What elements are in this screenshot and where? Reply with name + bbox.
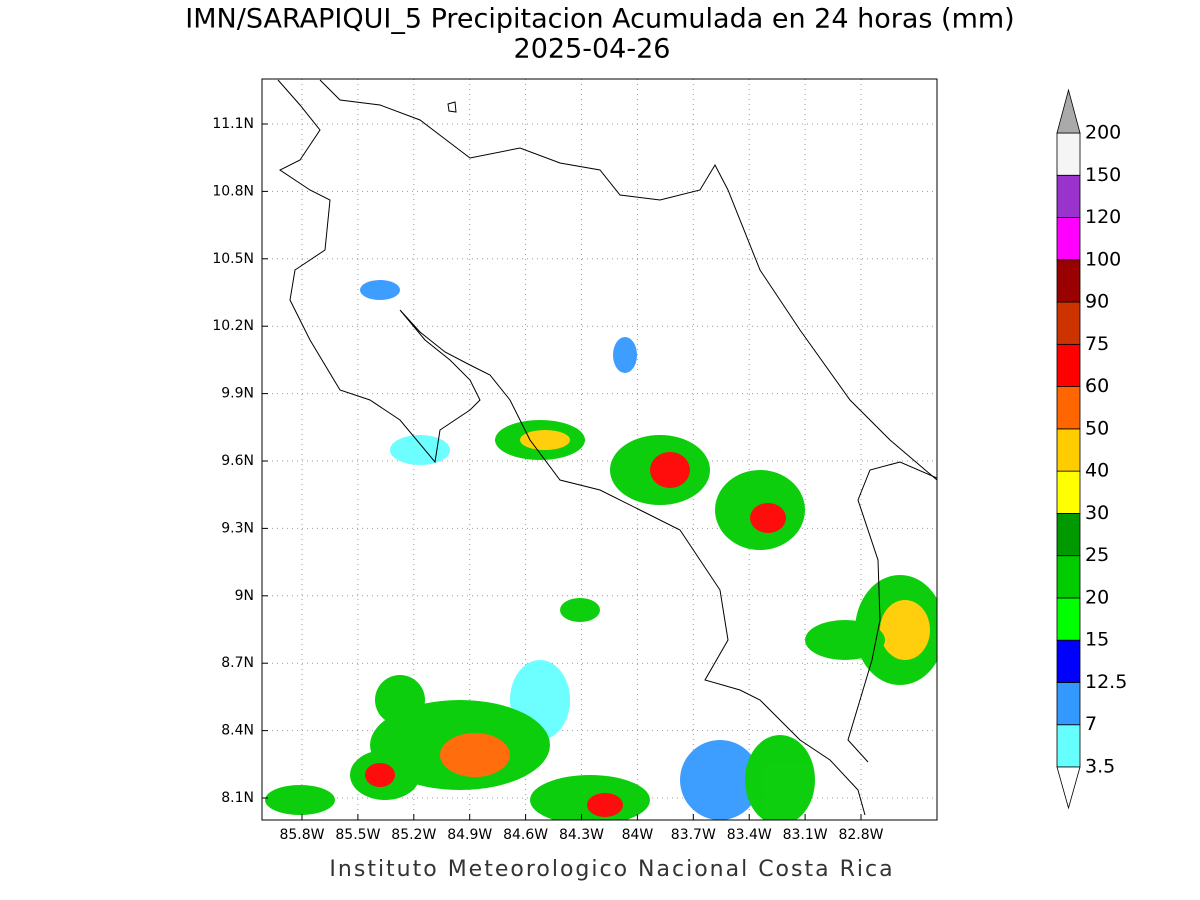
coastline <box>319 79 937 481</box>
lat-label: 9N <box>235 588 254 604</box>
lat-label: 8.4N <box>221 723 254 739</box>
lon-label: 82.8W <box>838 827 883 843</box>
colorbar-bin <box>1056 301 1081 345</box>
lon-label: 85.8W <box>279 827 324 843</box>
title: IMN/SARAPIQUI_5 Precipitacion Acumulada … <box>185 4 1014 35</box>
lon-label: 84.9W <box>447 827 492 843</box>
coastline <box>847 461 937 763</box>
colorbar-bin <box>1056 132 1081 176</box>
lon-label: 84.6W <box>503 827 548 843</box>
colorbar-label: 40 <box>1085 460 1109 482</box>
lat-label: 8.1N <box>221 790 254 806</box>
rain-blobs <box>265 280 937 820</box>
lat-label: 8.7N <box>221 655 254 671</box>
subtitle: 2025-04-26 <box>514 34 671 65</box>
colorbar-label: 30 <box>1085 502 1109 524</box>
lat-label: 9.3N <box>221 520 254 536</box>
colorbar-bin <box>1056 724 1081 768</box>
colorbar-bin <box>1056 597 1081 641</box>
colorbar-label: 200 <box>1085 122 1121 144</box>
lon-label: 85.2W <box>391 827 436 843</box>
lon-label: 83.7W <box>671 827 716 843</box>
lat-label: 10.5N <box>212 251 254 267</box>
colorbar-bin <box>1056 343 1081 388</box>
colorbar: 3.5 7 12.5 15 20 25 30 40 50 60 75 90 100 120 150 200 <box>1056 88 1127 810</box>
colorbar-label: 25 <box>1085 544 1109 566</box>
colorbar-label: 7 <box>1085 713 1097 735</box>
colorbar-label: 15 <box>1085 629 1109 651</box>
colorbar-label: 12.5 <box>1085 671 1127 693</box>
colorbar-under <box>1056 766 1081 810</box>
colorbar-bin <box>1056 555 1081 599</box>
lat-label: 10.2N <box>212 318 254 334</box>
lon-label: 83.4W <box>727 827 772 843</box>
lake <box>447 101 457 113</box>
footer: Instituto Meteorologico Nacional Costa R… <box>329 857 894 882</box>
lat-label: 10.8N <box>212 183 254 199</box>
axis-labels: 11.1N 10.8N 10.5N 10.2N 9.9N 9.6N 9.3N 9N 8.7N 8.… <box>212 116 883 843</box>
colorbar-bin <box>1056 174 1081 218</box>
colorbar-bin <box>1056 259 1081 303</box>
lat-label: 9.6N <box>221 453 254 469</box>
colorbar-label: 60 <box>1085 375 1109 397</box>
colorbar-bin <box>1056 428 1081 472</box>
grid <box>262 79 937 820</box>
precip-field <box>265 79 937 820</box>
colorbar-bin <box>1056 513 1081 557</box>
colorbar-bin <box>1056 386 1081 430</box>
colorbar-bin <box>1056 470 1081 514</box>
colorbar-bin <box>1056 639 1081 683</box>
lon-label: 84W <box>622 827 654 843</box>
coastline <box>277 79 866 816</box>
colorbar-bin <box>1056 217 1081 261</box>
lat-label: 9.9N <box>221 386 254 402</box>
lon-label: 84.3W <box>559 827 604 843</box>
colorbar-label: 100 <box>1085 248 1121 270</box>
map-frame <box>261 78 938 821</box>
colorbar-label: 50 <box>1085 417 1109 439</box>
colorbar-over <box>1056 88 1081 134</box>
colorbar-bin <box>1056 682 1081 726</box>
colorbar-label: 20 <box>1085 586 1109 608</box>
colorbar-label: 3.5 <box>1085 756 1115 778</box>
lon-label: 85.5W <box>335 827 380 843</box>
colorbar-label: 150 <box>1085 164 1121 186</box>
colorbar-label: 90 <box>1085 291 1109 313</box>
lon-label: 83.1W <box>783 827 828 843</box>
colorbar-label: 75 <box>1085 333 1109 355</box>
colorbar-label: 120 <box>1085 206 1121 228</box>
lat-label: 11.1N <box>212 116 254 132</box>
